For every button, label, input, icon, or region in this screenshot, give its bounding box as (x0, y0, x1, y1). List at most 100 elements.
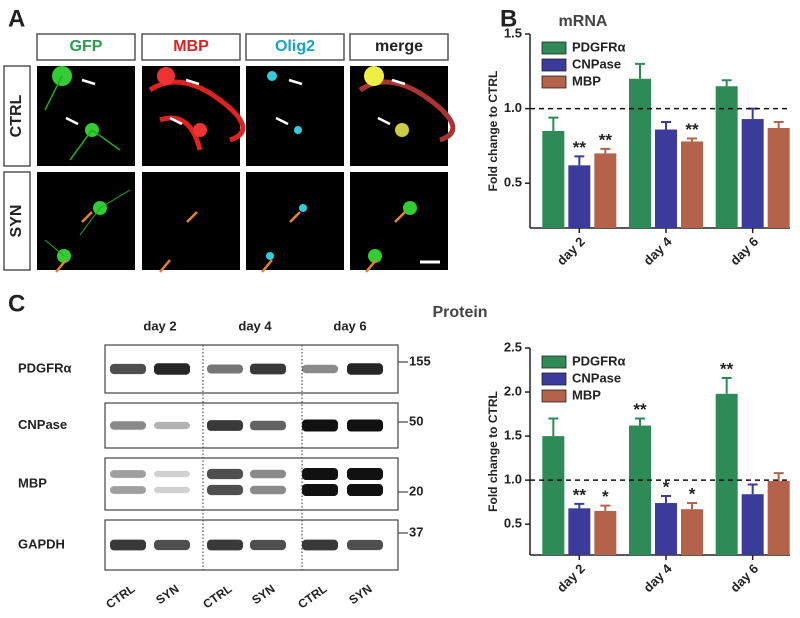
legend-swatch (541, 41, 567, 55)
band (250, 485, 286, 495)
legend-label: CNPase (572, 56, 621, 71)
error-bar (721, 79, 732, 87)
y-tick-label: 1.0 (504, 100, 522, 115)
bar (542, 131, 565, 228)
protein-label: PDGFRα (18, 360, 72, 375)
band (154, 470, 190, 478)
error-bar (747, 483, 758, 495)
lane-label: CTRL (200, 582, 234, 612)
day-label: day 6 (333, 318, 366, 333)
band (110, 539, 146, 551)
band (154, 486, 190, 494)
bar (629, 78, 651, 229)
band (347, 419, 383, 432)
bar (568, 165, 591, 228)
band (347, 468, 383, 480)
significance: ** (685, 120, 699, 139)
column-header: Olig2 (275, 38, 315, 55)
legend-label: MBP (572, 73, 601, 88)
y-axis-label: Fold change to CTRL (486, 71, 500, 192)
column-header-box (245, 33, 345, 61)
column-header: GFP (70, 38, 103, 55)
protein-label: CNPase (18, 417, 67, 432)
error-bar (635, 62, 645, 79)
row-header: SYN (8, 205, 25, 238)
x-tick-label: day 2 (554, 561, 588, 595)
band (110, 486, 146, 494)
significance: * (689, 485, 696, 504)
significance: ** (573, 485, 587, 504)
error-bar (635, 417, 645, 426)
error-bar (600, 147, 611, 154)
band (347, 484, 383, 496)
error-bar (661, 494, 671, 504)
panel-label: B (500, 5, 517, 32)
bar (767, 481, 790, 555)
bar (655, 503, 677, 555)
band (347, 363, 383, 375)
significance: ** (573, 138, 587, 157)
row-header-box (3, 65, 31, 167)
day-label: day 4 (238, 318, 272, 333)
lane-label: SYN (249, 582, 277, 608)
error-bar (661, 121, 671, 130)
band (110, 470, 146, 478)
error-bar (773, 472, 784, 482)
legend-label: MBP (572, 387, 601, 402)
column-header: merge (375, 38, 423, 55)
panel-label: C (8, 290, 25, 317)
y-tick-label: 0.5 (504, 175, 522, 190)
band (250, 420, 286, 431)
legend-label: CNPase (572, 370, 621, 385)
column-header-box (349, 33, 449, 61)
legend-swatch (541, 75, 567, 89)
band (207, 420, 243, 431)
y-tick-label: 1.0 (504, 472, 522, 487)
band (154, 363, 190, 375)
significance: * (663, 477, 670, 496)
band (154, 539, 190, 551)
protein-label: GAPDH (18, 536, 65, 551)
lane-label: CTRL (103, 582, 137, 612)
bar (767, 128, 790, 228)
error-bar (747, 107, 758, 120)
marker-label: 155 (409, 353, 431, 368)
error-bar (600, 504, 611, 511)
y-tick-label: 1.5 (504, 428, 522, 443)
x-tick-label: day 6 (727, 234, 761, 268)
band (207, 484, 243, 496)
column-header: MBP (173, 38, 209, 55)
legend-swatch (541, 372, 567, 386)
bar (542, 436, 565, 555)
error-bar (687, 502, 697, 510)
lane-label: CTRL (295, 582, 329, 612)
legend-swatch (541, 355, 567, 369)
marker-label: 20 (409, 483, 423, 498)
band (347, 539, 383, 551)
error-bar (548, 116, 559, 131)
legend-label: PDGFRα (572, 39, 626, 54)
day-label: day 2 (143, 318, 176, 333)
band (302, 539, 338, 551)
error-bar (773, 121, 784, 129)
error-bar (574, 502, 585, 509)
bar (681, 509, 703, 555)
micrographs (37, 66, 456, 273)
bar (629, 425, 651, 555)
band (207, 468, 243, 480)
band (302, 419, 338, 432)
row-header-box (3, 171, 31, 271)
band (110, 421, 146, 430)
error-bar (687, 137, 697, 142)
row-header: CTRL (8, 94, 25, 137)
band (250, 539, 286, 551)
significance: * (602, 487, 609, 506)
y-tick-label: 2.5 (504, 339, 522, 354)
y-tick-label: 0.5 (504, 516, 522, 531)
significance: ** (633, 400, 647, 419)
x-tick-label: day 4 (640, 560, 675, 595)
error-bar (721, 376, 732, 394)
bar (715, 393, 738, 555)
bar (655, 129, 677, 228)
